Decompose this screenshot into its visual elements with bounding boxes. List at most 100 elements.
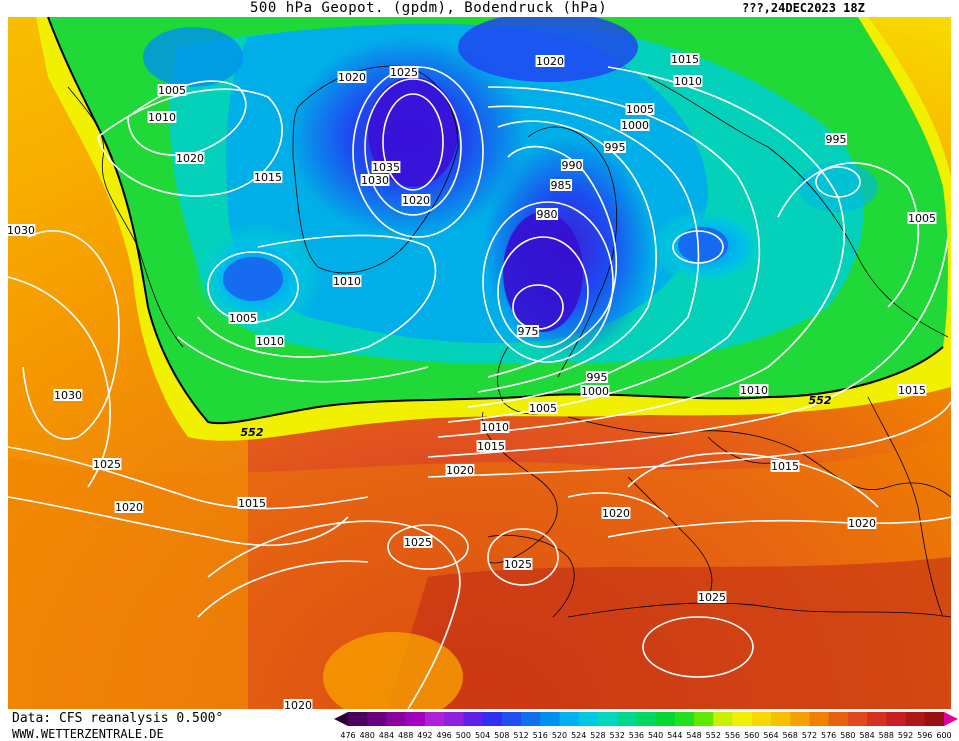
isobar-label: 1025	[389, 66, 419, 79]
deep-red-field	[388, 557, 951, 709]
isobar-label-text: 1005	[626, 103, 654, 116]
colorbar-tick-label: 508	[494, 731, 509, 740]
colorbar-tick-label: 516	[533, 731, 548, 740]
isobar-label-text: 1005	[229, 312, 257, 325]
isobar-label-text: 975	[518, 325, 539, 338]
isobar-label-text: 1020	[338, 71, 366, 84]
contour-552	[47, 17, 944, 425]
isobar-label-text: 1015	[477, 440, 505, 453]
colorbar-left-arrow	[334, 712, 348, 726]
isobar-label: 1010	[255, 335, 285, 348]
isobar-label: 1025	[403, 536, 433, 549]
isobar-label-text: 1025	[404, 536, 432, 549]
colorbar-cell	[463, 712, 484, 726]
colorbar-tick-label: 484	[379, 731, 394, 740]
isobar-label-text: 1030	[8, 224, 35, 237]
isobar-label: 995	[603, 141, 627, 154]
colorbar-tick-label: 544	[667, 731, 682, 740]
colorbar-tick-label: 568	[783, 731, 798, 740]
isobar-label: 1020	[175, 152, 205, 165]
isobar-label: 1010	[147, 111, 177, 124]
isobar-label: 1000	[620, 119, 650, 132]
colorbar-cell	[597, 712, 618, 726]
subtropical-high-core	[323, 632, 463, 709]
colorbar-tick-labels: 476 480 484 488 492 496 500 504 508 512 516 520 524 5…	[340, 731, 951, 740]
isobar-label-text: 1020	[848, 517, 876, 530]
isobar-label: 1020	[114, 501, 144, 514]
colorbar-cell	[559, 712, 580, 726]
isobar-label-text: 1015	[898, 384, 926, 397]
colorbar-tick-label: 532	[610, 731, 625, 740]
colorbar-tick-label: 520	[552, 731, 567, 740]
isobar-label-text: 1025	[698, 591, 726, 604]
colorbar-tick-label: 496	[436, 731, 451, 740]
colorbar-cell	[540, 712, 560, 726]
contour-label-text: 552	[241, 426, 264, 439]
colorbar-tick-label: 492	[417, 731, 432, 740]
isobar-label-text: 1010	[740, 384, 768, 397]
colorbar-tick-label: 500	[456, 731, 471, 740]
colorbar-cell	[617, 712, 637, 726]
colorbar-tick-label: 524	[571, 731, 586, 740]
isobar-label: 1015	[770, 460, 800, 473]
data-source-label: Data: CFS reanalysis 0.500°	[12, 711, 224, 726]
coastlines	[67, 65, 951, 618]
colorbar-cell	[674, 712, 695, 726]
isobar-label: 1010	[480, 421, 510, 434]
colorbar-cell	[809, 712, 830, 726]
isobar-label-text: 1035	[372, 161, 400, 174]
colorbar-tick-label: 588	[879, 731, 894, 740]
isobar-label-text: 1025	[390, 66, 418, 79]
north-blue	[458, 17, 638, 82]
colorbar-tick-label: 580	[840, 731, 855, 740]
colorbar-tick-label: 476	[340, 731, 355, 740]
colorbar-tick-label: 512	[513, 731, 528, 740]
colorbar-tick-label: 600	[936, 731, 951, 740]
isobar-label: 990	[560, 159, 584, 172]
isobar-label: 1005	[157, 84, 187, 97]
isobar-label-text: 1010	[481, 421, 509, 434]
colorbar-cell	[348, 712, 368, 726]
colorbar-cell	[924, 712, 945, 726]
isobar-label: 1005	[907, 212, 937, 225]
colorbar-tick-label: 560	[744, 731, 759, 740]
colorbar-tick-label: 488	[398, 731, 413, 740]
colorbar-cell	[444, 712, 464, 726]
isobar-label-text: 1015	[771, 460, 799, 473]
colorbar-tick-label: 592	[898, 731, 913, 740]
isobar-label-text: 1020	[115, 501, 143, 514]
website-label: WWW.WETTERZENTRALE.DE	[12, 727, 164, 741]
isobar-label: 1005	[625, 103, 655, 116]
isobar-label: 1000	[580, 385, 610, 398]
isobar-label-text: 1005	[158, 84, 186, 97]
isobar-label: 1010	[739, 384, 769, 397]
isobar-label-text: 1015	[238, 497, 266, 510]
isobar-label: 1010	[332, 275, 362, 288]
colorbar-cell	[636, 712, 657, 726]
isobar-label-text: 1025	[93, 458, 121, 471]
colorbar-cell	[770, 712, 791, 726]
isobar-label: 1020	[601, 507, 631, 520]
colorbar-cell	[847, 712, 868, 726]
atlantic-blue-spot	[223, 257, 283, 301]
isobar-label-text: 1010	[674, 75, 702, 88]
colorbar-legend: 476 480 484 488 492 496 500 504 508 512 516 520 524 5…	[334, 712, 958, 740]
isobar-label: 1020	[535, 55, 565, 68]
isobar-label: 1030	[360, 174, 390, 187]
isobar-label: 1030	[53, 389, 83, 402]
isobar-label: 1020	[445, 464, 475, 477]
isobars	[8, 66, 951, 709]
isobar-label-text: 1030	[361, 174, 389, 187]
isobar-label-text: 1020	[602, 507, 630, 520]
isobar-label: 1015	[670, 53, 700, 66]
contour-label: 552	[241, 426, 264, 439]
colorbar-tick-label: 556	[725, 731, 740, 740]
isobar-label-text: 1020	[284, 699, 312, 709]
colorbar-cell	[828, 712, 849, 726]
isobar-label-text: 1000	[621, 119, 649, 132]
isobar-label-text: 1020	[536, 55, 564, 68]
canada-cyan	[143, 27, 243, 87]
isobar-label: 1020	[337, 71, 367, 84]
isobar-label: 995	[824, 133, 848, 146]
isobar-label: 1025	[697, 591, 727, 604]
